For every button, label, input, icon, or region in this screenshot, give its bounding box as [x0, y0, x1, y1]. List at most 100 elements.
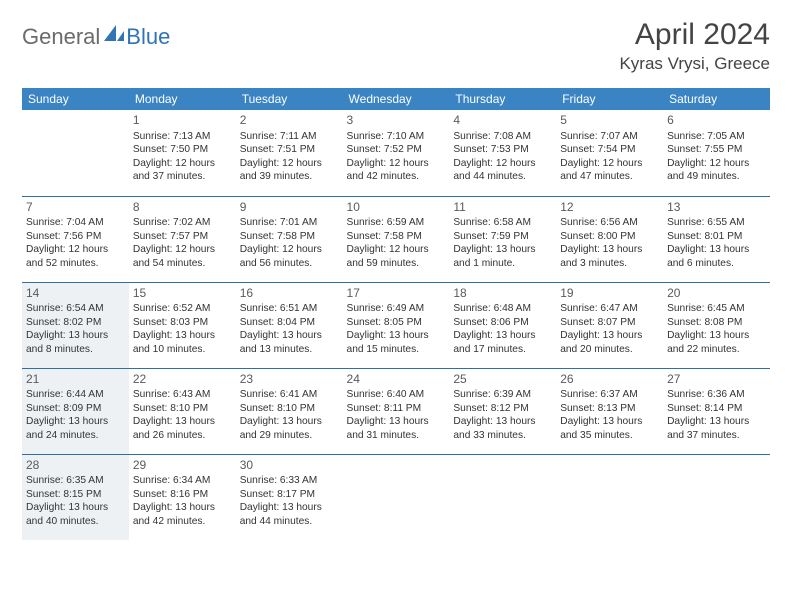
- weekday-header: Thursday: [449, 88, 556, 110]
- weekday-header: Saturday: [663, 88, 770, 110]
- calendar-day-cell: [556, 454, 663, 540]
- sunset-line: Sunset: 7:50 PM: [133, 143, 232, 156]
- sunset-line: Sunset: 8:04 PM: [240, 316, 339, 329]
- sunset-line: Sunset: 7:58 PM: [240, 230, 339, 243]
- sunrise-line: Sunrise: 6:55 AM: [667, 216, 766, 229]
- sunset-line: Sunset: 7:59 PM: [453, 230, 552, 243]
- sunrise-line: Sunrise: 7:08 AM: [453, 130, 552, 143]
- sunrise-line: Sunrise: 6:54 AM: [26, 302, 125, 315]
- sunrise-line: Sunrise: 6:52 AM: [133, 302, 232, 315]
- calendar-day-cell: 26Sunrise: 6:37 AMSunset: 8:13 PMDayligh…: [556, 368, 663, 454]
- calendar-week-row: 21Sunrise: 6:44 AMSunset: 8:09 PMDayligh…: [22, 368, 770, 454]
- calendar-day-cell: 16Sunrise: 6:51 AMSunset: 8:04 PMDayligh…: [236, 282, 343, 368]
- daylight-line: and 24 minutes.: [26, 429, 125, 442]
- brand-text-1: General: [22, 24, 100, 50]
- calendar-day-cell: 30Sunrise: 6:33 AMSunset: 8:17 PMDayligh…: [236, 454, 343, 540]
- daylight-line: and 59 minutes.: [347, 257, 446, 270]
- day-number: 30: [240, 458, 339, 474]
- daylight-line: Daylight: 13 hours: [560, 243, 659, 256]
- sunset-line: Sunset: 8:06 PM: [453, 316, 552, 329]
- daylight-line: Daylight: 13 hours: [240, 415, 339, 428]
- day-number: 3: [347, 113, 446, 129]
- daylight-line: Daylight: 13 hours: [560, 329, 659, 342]
- daylight-line: and 26 minutes.: [133, 429, 232, 442]
- calendar-day-cell: 15Sunrise: 6:52 AMSunset: 8:03 PMDayligh…: [129, 282, 236, 368]
- sunrise-line: Sunrise: 6:37 AM: [560, 388, 659, 401]
- sail-icon: [104, 25, 124, 41]
- sunset-line: Sunset: 8:10 PM: [133, 402, 232, 415]
- calendar-day-cell: 1Sunrise: 7:13 AMSunset: 7:50 PMDaylight…: [129, 110, 236, 196]
- calendar-table: Sunday Monday Tuesday Wednesday Thursday…: [22, 88, 770, 540]
- day-number: 25: [453, 372, 552, 388]
- sunset-line: Sunset: 8:03 PM: [133, 316, 232, 329]
- day-number: 7: [26, 200, 125, 216]
- day-number: 2: [240, 113, 339, 129]
- daylight-line: Daylight: 13 hours: [560, 415, 659, 428]
- sunrise-line: Sunrise: 6:44 AM: [26, 388, 125, 401]
- day-number: 18: [453, 286, 552, 302]
- sunrise-line: Sunrise: 6:41 AM: [240, 388, 339, 401]
- daylight-line: Daylight: 13 hours: [26, 329, 125, 342]
- sunrise-line: Sunrise: 6:39 AM: [453, 388, 552, 401]
- calendar-day-cell: 11Sunrise: 6:58 AMSunset: 7:59 PMDayligh…: [449, 196, 556, 282]
- calendar-day-cell: [343, 454, 450, 540]
- sunset-line: Sunset: 7:51 PM: [240, 143, 339, 156]
- weekday-header: Wednesday: [343, 88, 450, 110]
- daylight-line: Daylight: 13 hours: [347, 329, 446, 342]
- sunrise-line: Sunrise: 6:33 AM: [240, 474, 339, 487]
- month-title: April 2024: [619, 18, 770, 52]
- daylight-line: Daylight: 13 hours: [26, 415, 125, 428]
- daylight-line: and 13 minutes.: [240, 343, 339, 356]
- daylight-line: Daylight: 12 hours: [667, 157, 766, 170]
- daylight-line: Daylight: 13 hours: [347, 415, 446, 428]
- weekday-header: Monday: [129, 88, 236, 110]
- calendar-day-cell: 5Sunrise: 7:07 AMSunset: 7:54 PMDaylight…: [556, 110, 663, 196]
- sunrise-line: Sunrise: 7:04 AM: [26, 216, 125, 229]
- daylight-line: and 54 minutes.: [133, 257, 232, 270]
- sunrise-line: Sunrise: 7:07 AM: [560, 130, 659, 143]
- sunset-line: Sunset: 7:56 PM: [26, 230, 125, 243]
- daylight-line: Daylight: 13 hours: [133, 415, 232, 428]
- daylight-line: and 8 minutes.: [26, 343, 125, 356]
- weekday-header: Sunday: [22, 88, 129, 110]
- calendar-day-cell: 25Sunrise: 6:39 AMSunset: 8:12 PMDayligh…: [449, 368, 556, 454]
- daylight-line: and 44 minutes.: [240, 515, 339, 528]
- calendar-day-cell: 6Sunrise: 7:05 AMSunset: 7:55 PMDaylight…: [663, 110, 770, 196]
- sunrise-line: Sunrise: 6:40 AM: [347, 388, 446, 401]
- calendar-day-cell: 22Sunrise: 6:43 AMSunset: 8:10 PMDayligh…: [129, 368, 236, 454]
- day-number: 23: [240, 372, 339, 388]
- daylight-line: Daylight: 13 hours: [667, 243, 766, 256]
- calendar-day-cell: 8Sunrise: 7:02 AMSunset: 7:57 PMDaylight…: [129, 196, 236, 282]
- sunrise-line: Sunrise: 6:35 AM: [26, 474, 125, 487]
- calendar-day-cell: 28Sunrise: 6:35 AMSunset: 8:15 PMDayligh…: [22, 454, 129, 540]
- day-number: 4: [453, 113, 552, 129]
- sunset-line: Sunset: 8:00 PM: [560, 230, 659, 243]
- sunset-line: Sunset: 8:17 PM: [240, 488, 339, 501]
- weekday-header: Tuesday: [236, 88, 343, 110]
- calendar-week-row: 1Sunrise: 7:13 AMSunset: 7:50 PMDaylight…: [22, 110, 770, 196]
- title-block: April 2024 Kyras Vrysi, Greece: [619, 18, 770, 74]
- sunrise-line: Sunrise: 7:05 AM: [667, 130, 766, 143]
- sunset-line: Sunset: 7:53 PM: [453, 143, 552, 156]
- sunrise-line: Sunrise: 6:47 AM: [560, 302, 659, 315]
- calendar-day-cell: 19Sunrise: 6:47 AMSunset: 8:07 PMDayligh…: [556, 282, 663, 368]
- calendar-day-cell: 23Sunrise: 6:41 AMSunset: 8:10 PMDayligh…: [236, 368, 343, 454]
- sunrise-line: Sunrise: 7:10 AM: [347, 130, 446, 143]
- daylight-line: Daylight: 12 hours: [347, 157, 446, 170]
- daylight-line: and 20 minutes.: [560, 343, 659, 356]
- day-number: 13: [667, 200, 766, 216]
- day-number: 11: [453, 200, 552, 216]
- daylight-line: and 3 minutes.: [560, 257, 659, 270]
- daylight-line: Daylight: 13 hours: [667, 415, 766, 428]
- daylight-line: Daylight: 12 hours: [240, 243, 339, 256]
- calendar-week-row: 14Sunrise: 6:54 AMSunset: 8:02 PMDayligh…: [22, 282, 770, 368]
- sunrise-line: Sunrise: 6:36 AM: [667, 388, 766, 401]
- sunrise-line: Sunrise: 6:59 AM: [347, 216, 446, 229]
- day-number: 28: [26, 458, 125, 474]
- calendar-day-cell: 17Sunrise: 6:49 AMSunset: 8:05 PMDayligh…: [343, 282, 450, 368]
- sunset-line: Sunset: 8:08 PM: [667, 316, 766, 329]
- daylight-line: and 33 minutes.: [453, 429, 552, 442]
- calendar-day-cell: [663, 454, 770, 540]
- sunset-line: Sunset: 7:52 PM: [347, 143, 446, 156]
- daylight-line: and 47 minutes.: [560, 170, 659, 183]
